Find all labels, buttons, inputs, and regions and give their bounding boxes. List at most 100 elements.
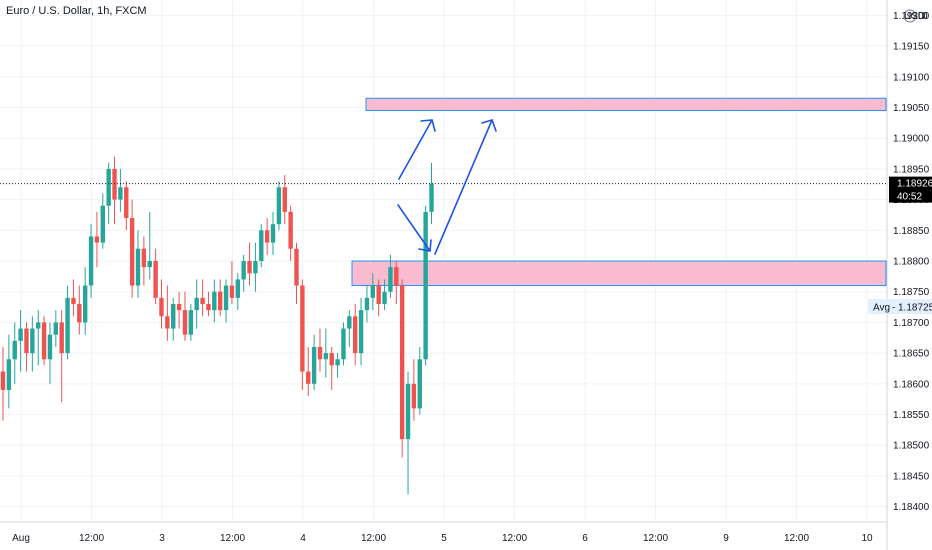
- candle-body: [212, 291, 217, 311]
- candle-body: [88, 236, 94, 286]
- candle-body: [71, 297, 76, 304]
- candle-body: [94, 236, 100, 243]
- candle-body: [417, 359, 422, 409]
- time-tick-label: 6: [582, 533, 588, 544]
- time-tick-label: 5: [441, 533, 447, 544]
- candle-body: [112, 168, 117, 200]
- candle-body: [241, 261, 246, 280]
- candle-body: [306, 371, 311, 384]
- candle-body: [347, 316, 352, 329]
- candle-body: [270, 224, 276, 243]
- arrowhead-up-long: [481, 119, 497, 132]
- candle-body: [229, 285, 235, 298]
- candle-body: [129, 218, 135, 286]
- price-tick-label: 1.18400: [893, 502, 930, 513]
- candle-body: [317, 346, 323, 360]
- price-tick-label: 1.18750: [893, 287, 930, 298]
- price-tick-label: 1.18650: [893, 349, 930, 360]
- arrow-up-long: [434, 119, 493, 255]
- time-tick-label: Aug: [12, 533, 30, 544]
- time-tick-label: 4: [300, 533, 306, 544]
- candle-body: [171, 303, 176, 329]
- candle-body: [24, 328, 29, 354]
- price-tick-label: 1.19000: [893, 134, 930, 145]
- candle-body: [6, 359, 12, 390]
- candle-body: [65, 297, 70, 354]
- candle-body: [217, 291, 223, 311]
- candle-body: [376, 285, 381, 304]
- candle-body: [311, 346, 317, 384]
- candle-body: [382, 291, 387, 304]
- candle-body: [165, 316, 170, 329]
- candle-body: [141, 248, 147, 268]
- candle-body: [399, 285, 405, 440]
- candle-body: [259, 230, 264, 261]
- supply-demand-zone[interactable]: [351, 260, 887, 287]
- time-tick-label: 12:00: [502, 533, 527, 544]
- currency-label: USD: [904, 11, 925, 22]
- price-tick-label: 1.18600: [893, 379, 930, 390]
- time-tick-label: 12:00: [361, 533, 386, 544]
- arrow-up-short: [398, 119, 433, 180]
- avg-price-tag: Avg - 1.18725: [868, 299, 932, 315]
- candle-body: [429, 183, 434, 212]
- candle-body: [358, 310, 364, 354]
- last-price-tag: 1.18926 40:52: [889, 176, 932, 203]
- candle-body: [153, 261, 158, 298]
- countdown-timer: 40:52: [897, 192, 922, 203]
- currency-circle-icon: [903, 9, 917, 23]
- time-tick-label: 12:00: [220, 533, 245, 544]
- candle-body: [82, 285, 88, 323]
- candle-body: [77, 303, 82, 323]
- avg-price-tag-bg: [868, 299, 932, 315]
- candle-body: [106, 168, 111, 206]
- candle-body: [364, 297, 370, 311]
- avg-label: Avg: [873, 303, 890, 314]
- price-tick-label: 1.18550: [893, 410, 930, 421]
- currency-badge[interactable]: USD 0: [903, 9, 928, 23]
- candle-body: [388, 267, 393, 292]
- time-axis[interactable]: Aug 12:00 3 12:00 4 12:00 5 12:00 6 12:00 9 12:00 10: [12, 533, 873, 544]
- time-tick-label: 9: [723, 533, 729, 544]
- time-tick-label: 3: [159, 533, 165, 544]
- last-price-value: 1.18926: [897, 179, 932, 190]
- supply-demand-zone[interactable]: [365, 97, 887, 112]
- candle-body: [135, 248, 141, 286]
- price-tick-label: 1.18500: [893, 441, 930, 452]
- candle-body: [276, 187, 282, 225]
- price-tick-label: 1.19050: [893, 103, 930, 114]
- price-tick-label: 1.18800: [893, 257, 930, 268]
- price-tick-label: 1.18950: [893, 164, 930, 175]
- candle-body: [394, 267, 399, 286]
- candle-body: [124, 187, 129, 219]
- candle-body: [294, 248, 299, 286]
- avg-separator: -: [892, 303, 895, 314]
- candle-body: [30, 328, 35, 354]
- candle-body: [176, 303, 182, 311]
- avg-price-value: 1.18725: [898, 303, 932, 314]
- candle-body: [253, 261, 258, 274]
- arrow-down: [397, 204, 431, 252]
- candle-body: [411, 383, 417, 409]
- candle-body: [47, 334, 53, 360]
- arrowhead-up-short: [420, 119, 436, 132]
- candle-body: [353, 316, 358, 354]
- candle-body: [36, 322, 41, 329]
- arrowhead-down: [418, 239, 432, 252]
- candle-body: [335, 359, 340, 366]
- price-tick-label: 1.18850: [893, 226, 930, 237]
- candle-body: [423, 211, 428, 360]
- candle-body: [405, 383, 411, 440]
- last-price-tag-bg: [889, 176, 932, 203]
- time-tick-label: 12:00: [784, 533, 809, 544]
- price-axis[interactable]: 1.19200 1.19150 1.19100 1.19050 1.19000 1.189…: [893, 11, 930, 513]
- candle-body: [0, 371, 6, 390]
- candle-body: [223, 285, 229, 311]
- candle-body: [118, 187, 123, 200]
- projection-arrows: [397, 119, 497, 255]
- candle-body: [200, 297, 205, 304]
- currency-suffix: 0: [922, 11, 928, 22]
- candle-body: [188, 310, 194, 335]
- price-tick-label: 1.19100: [893, 72, 930, 83]
